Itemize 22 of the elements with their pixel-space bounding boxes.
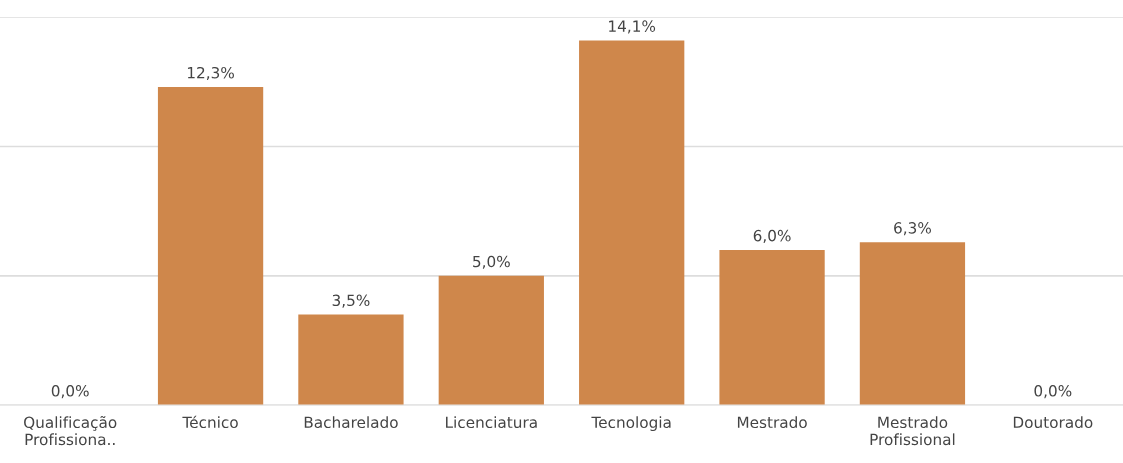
data-label: 3,5% bbox=[332, 294, 370, 308]
x-tick-label: Mestrado Profissional bbox=[870, 416, 955, 446]
bar bbox=[438, 275, 544, 406]
data-label: 12,3% bbox=[187, 66, 234, 81]
bar bbox=[579, 40, 685, 406]
data-label: 5,0% bbox=[473, 255, 510, 269]
x-tick-label: Licenciatura bbox=[446, 416, 537, 429]
bar bbox=[298, 314, 404, 406]
x-tick-label: Mestrado bbox=[737, 416, 807, 429]
x-tick-label: Técnico bbox=[182, 415, 238, 429]
bar bbox=[859, 242, 966, 406]
data-label: 6,0% bbox=[753, 229, 791, 243]
x-tick-label: Doutorado bbox=[1013, 416, 1093, 429]
bar bbox=[157, 86, 264, 406]
data-label: 6,3% bbox=[894, 222, 931, 236]
data-label: 0,0% bbox=[51, 385, 89, 399]
x-tick-label: Bacharelado bbox=[304, 416, 398, 429]
data-label: 0,0% bbox=[1034, 385, 1072, 399]
x-tick-label: Qualificação Profissiona.. bbox=[24, 416, 117, 446]
bar bbox=[719, 249, 825, 406]
data-label: 14,1% bbox=[609, 20, 656, 34]
x-tick-label: Tecnologia bbox=[591, 416, 671, 432]
